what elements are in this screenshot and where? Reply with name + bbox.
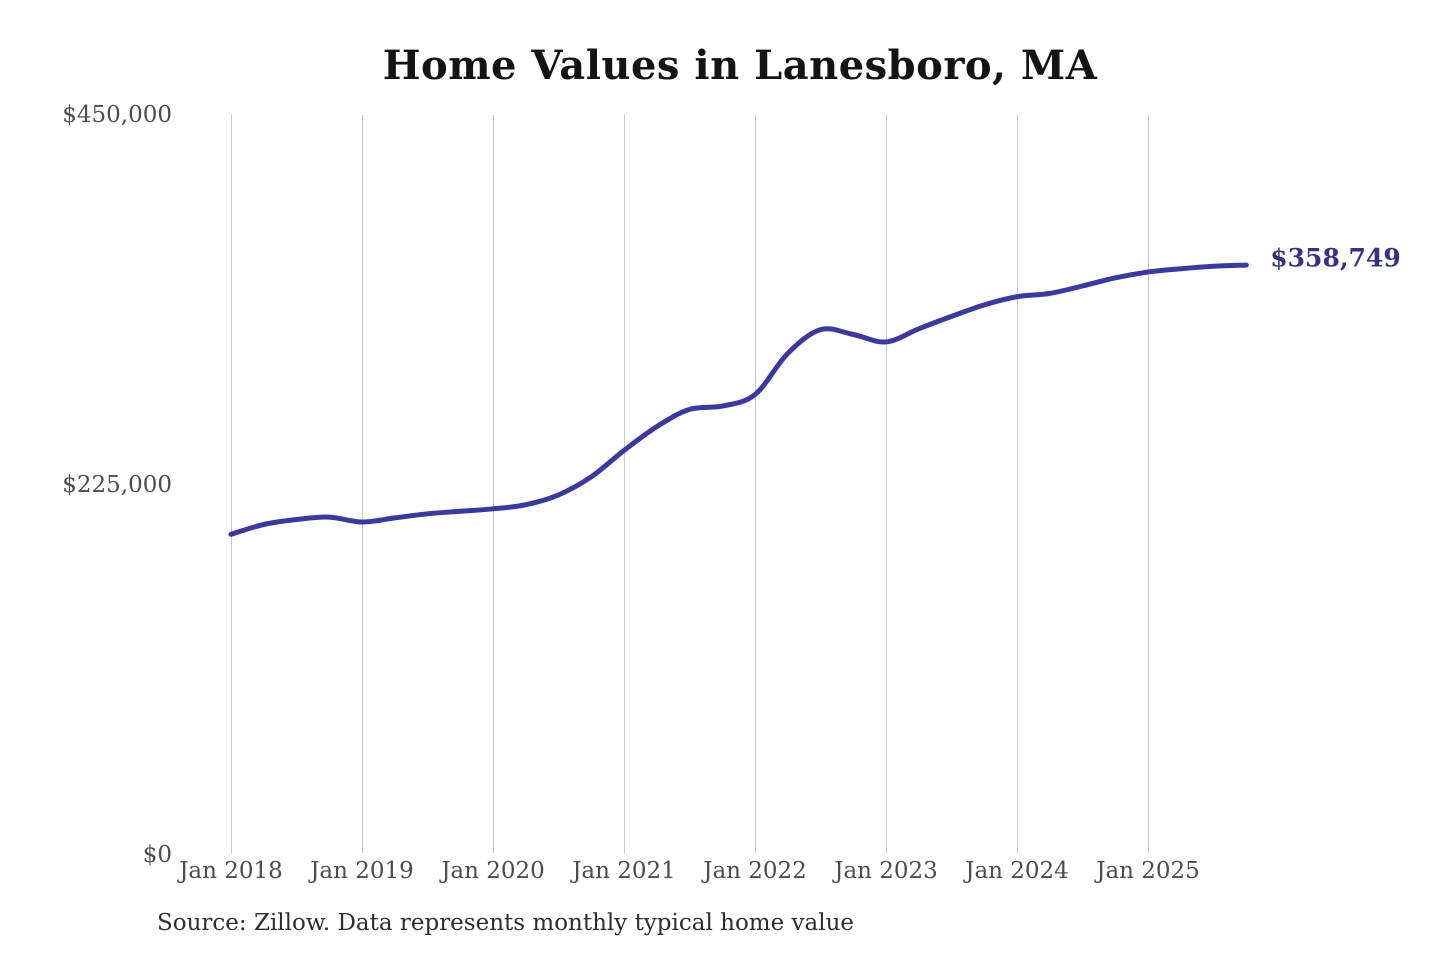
chart-title: Home Values in Lanesboro, MA <box>382 42 1098 89</box>
gridline-jan-2020 <box>493 115 494 853</box>
source-note: Source: Zillow. Data represents monthly … <box>157 910 855 936</box>
gridline-jan-2025 <box>1148 115 1150 853</box>
x-axis-tick-label: Jan 2019 <box>310 858 414 884</box>
gridline-jan-2018 <box>231 115 232 853</box>
gridline-jan-2022 <box>755 115 757 853</box>
current-value-label: $358,749 <box>1270 243 1401 273</box>
gridline-jan-2021 <box>624 115 625 853</box>
x-axis-tick-label: Jan 2020 <box>441 858 545 884</box>
x-axis-tick-label: Jan 2021 <box>572 858 676 884</box>
gridline-jan-2019 <box>362 115 363 853</box>
x-axis-tick-label: Jan 2022 <box>703 858 807 884</box>
y-axis-tick-label: $0 <box>142 842 172 868</box>
gridline-jan-2023 <box>886 115 888 853</box>
x-axis-tick-label: Jan 2023 <box>834 858 938 884</box>
x-axis-tick-label: Jan 2025 <box>1096 858 1200 884</box>
x-axis-tick-label: Jan 2018 <box>179 858 283 884</box>
x-axis-tick-label: Jan 2024 <box>965 858 1069 884</box>
home-value-line <box>228 262 1249 537</box>
gridline-jan-2024 <box>1017 115 1019 853</box>
y-axis-tick-label: $450,000 <box>62 102 172 128</box>
y-axis-tick-label: $225,000 <box>62 472 172 498</box>
